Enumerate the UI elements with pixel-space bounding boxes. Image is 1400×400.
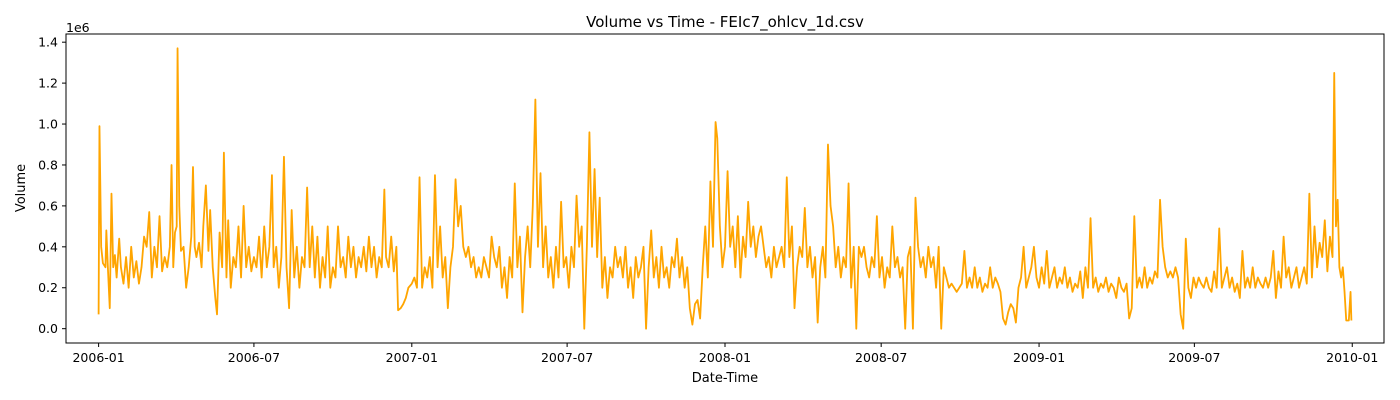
x-tick-label: 2006-07: [228, 350, 280, 365]
plot-area: 2006-01 2006-07 2007-01 2007-07 2008-01 2008-…: [38, 35, 1378, 365]
x-tick-label: 2010-01: [1326, 350, 1378, 365]
plot-frame: [65, 33, 1385, 344]
y-scale-offset-label: 1e6: [66, 20, 90, 35]
y-tick-label: 1.4: [38, 35, 58, 50]
x-tick-label: 2009-01: [1013, 350, 1065, 365]
x-tick-label: 2007-01: [386, 350, 438, 365]
y-tick-label: 0.2: [38, 280, 58, 295]
volume-series-line: [97, 47, 1353, 330]
x-tick-label: 2008-01: [699, 350, 751, 365]
y-axis-label: Volume: [14, 164, 29, 212]
x-axis-label: Date-Time: [692, 371, 758, 386]
y-tick-label: 0.4: [38, 239, 58, 254]
chart-title: Volume vs Time - FEIc7_ohlcv_1d.csv: [586, 13, 864, 32]
y-tick-label: 0.8: [38, 157, 58, 172]
x-tick-label: 2008-07: [855, 350, 907, 365]
x-tick-label: 2006-01: [72, 350, 124, 365]
x-tick-label: 2007-07: [541, 350, 593, 365]
y-tick-label: 1.2: [38, 76, 58, 91]
y-tick-label: 0.6: [38, 198, 58, 213]
y-tick-label: 1.0: [38, 117, 58, 132]
x-tick-label: 2009-07: [1168, 350, 1220, 365]
y-tick-label: 0.0: [38, 321, 58, 336]
